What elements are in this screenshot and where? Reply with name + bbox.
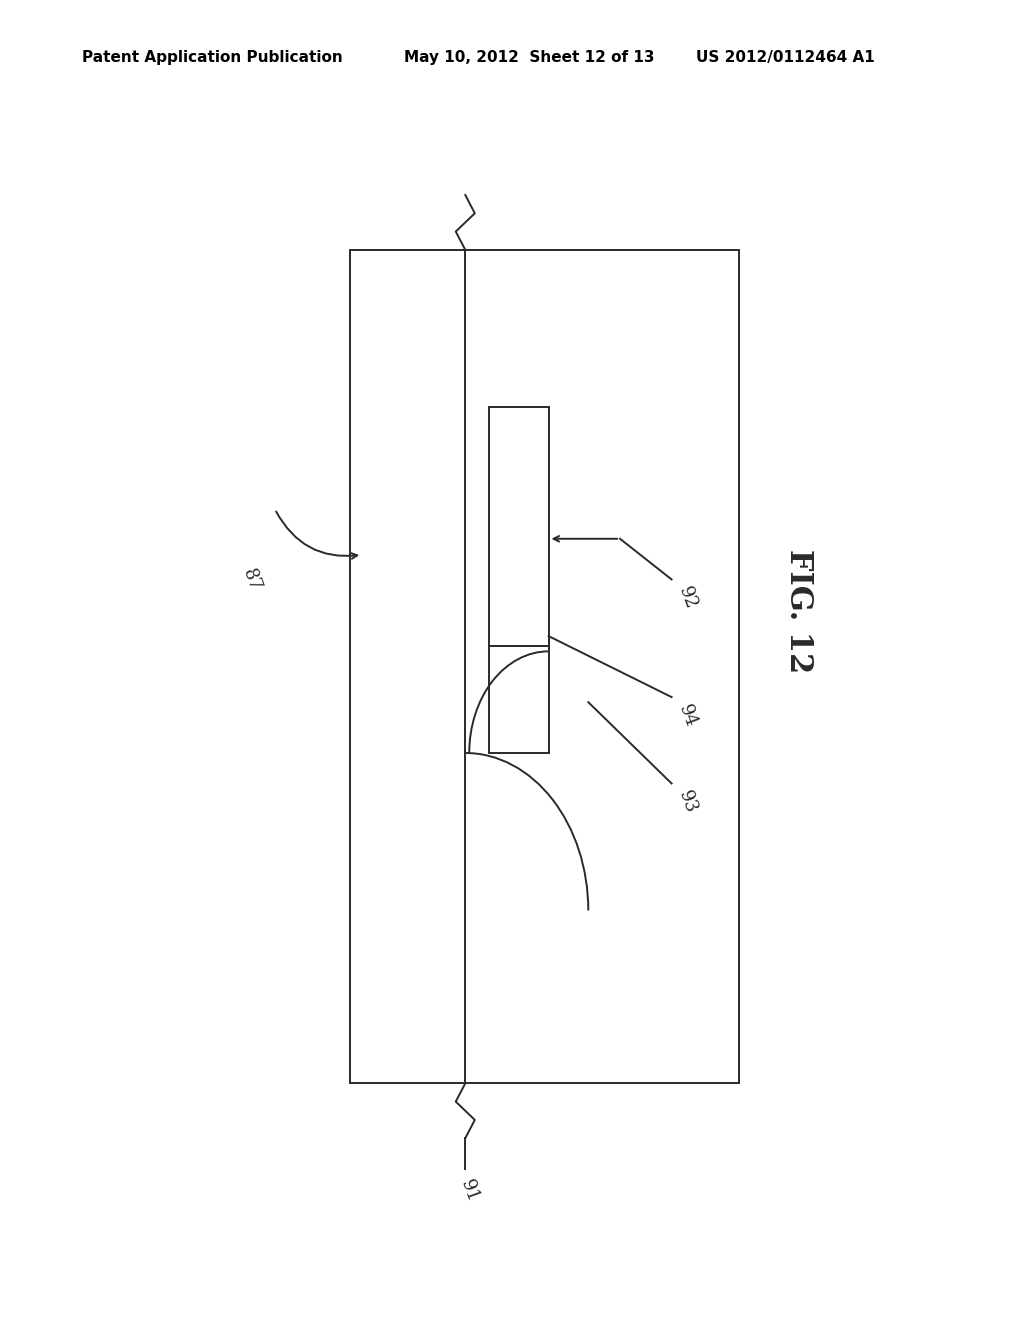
Text: 93: 93 <box>676 788 700 816</box>
Text: Patent Application Publication: Patent Application Publication <box>82 50 343 65</box>
Text: FIG. 12: FIG. 12 <box>783 549 814 673</box>
Text: 91: 91 <box>457 1177 481 1205</box>
Text: 92: 92 <box>676 585 700 612</box>
Text: May 10, 2012  Sheet 12 of 13: May 10, 2012 Sheet 12 of 13 <box>404 50 655 65</box>
Text: 94: 94 <box>676 702 700 730</box>
Bar <box>489 647 549 752</box>
Text: US 2012/0112464 A1: US 2012/0112464 A1 <box>696 50 876 65</box>
Bar <box>489 408 549 647</box>
Text: 87: 87 <box>239 566 263 594</box>
Bar <box>350 249 739 1084</box>
